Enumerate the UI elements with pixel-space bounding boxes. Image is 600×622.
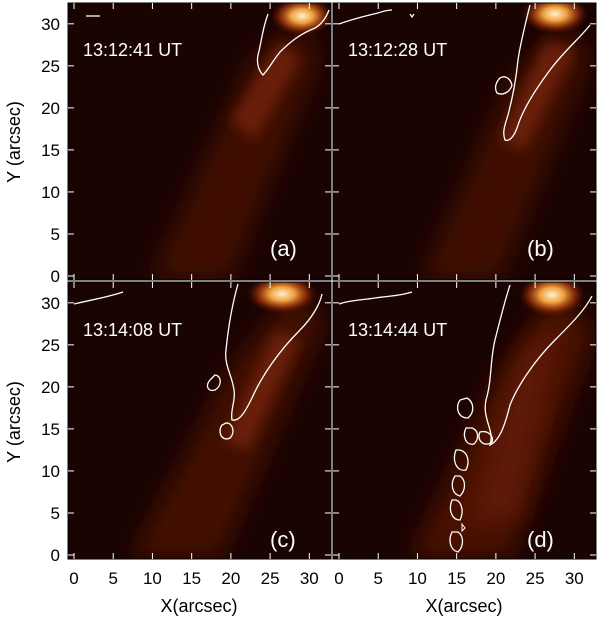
contour-line xyxy=(338,291,413,305)
contour-line xyxy=(256,9,330,76)
panel-tag-d: (d) xyxy=(527,527,554,552)
y-tick-label: 5 xyxy=(51,504,60,523)
x-tick-label: 0 xyxy=(334,569,343,588)
contour-line xyxy=(463,427,479,445)
frame-b xyxy=(332,2,597,281)
jet-core xyxy=(225,330,300,450)
y-tick-label: 20 xyxy=(41,378,60,397)
bright-source xyxy=(246,282,318,314)
x-tick-label: 5 xyxy=(108,569,117,588)
y-axis-title-bottom: Y (arcsec) xyxy=(4,381,24,463)
y-tick-label: 30 xyxy=(41,294,60,313)
panel-frames xyxy=(67,2,597,560)
x-tick-label: 25 xyxy=(261,569,280,588)
x-tick-label: 15 xyxy=(182,569,201,588)
y-tick-label: 30 xyxy=(41,15,60,34)
contour-line xyxy=(484,284,593,447)
bright-source xyxy=(518,282,586,317)
panel-d xyxy=(333,282,596,559)
panel-a xyxy=(68,3,331,280)
tick-labels: 0 5 10 15 20 25 30 0 5 10 15 20 25 30 0 5 10 15 20 25 30 0 5 10… xyxy=(41,15,584,588)
timestamp-label-a: 13:12:41 UT xyxy=(83,40,182,60)
contour-line xyxy=(73,291,124,305)
y-tick-label: 20 xyxy=(41,99,60,118)
x-axis-title-right: X(arcsec) xyxy=(425,596,502,616)
panel-tag-c: (c) xyxy=(270,527,296,552)
contour-line xyxy=(461,522,466,533)
x-tick-label: 30 xyxy=(300,569,319,588)
frame-a xyxy=(67,2,332,281)
frame-c xyxy=(67,281,332,560)
contour-line xyxy=(206,374,221,392)
contour-line xyxy=(451,475,466,497)
panel-c xyxy=(68,282,331,559)
contour-line xyxy=(494,76,513,95)
y-tick-label: 0 xyxy=(51,546,60,565)
contour-line xyxy=(478,430,494,445)
x-tick-label: 25 xyxy=(526,569,545,588)
contour-line xyxy=(453,449,469,471)
contour-line xyxy=(503,4,591,141)
y-tick-label: 5 xyxy=(51,225,60,244)
contour-line xyxy=(219,422,234,440)
y-tick-label: 15 xyxy=(41,420,60,439)
panel-tag-a: (a) xyxy=(270,236,297,261)
timestamp-label-c: 13:14:08 UT xyxy=(83,320,182,340)
x-tick-label: 10 xyxy=(143,569,162,588)
bright-source xyxy=(521,3,589,34)
contour-line xyxy=(457,397,474,419)
jet-core xyxy=(230,40,300,140)
y-tick-label: 15 xyxy=(41,141,60,160)
contour-line xyxy=(225,283,323,421)
y-tick-label: 25 xyxy=(41,336,60,355)
x-tick-label: 15 xyxy=(447,569,466,588)
x-axis-title-left: X(arcsec) xyxy=(160,596,237,616)
x-tick-label: 20 xyxy=(486,569,505,588)
tick-marks xyxy=(68,3,596,559)
x-tick-label: 0 xyxy=(69,569,78,588)
panel-b xyxy=(333,3,596,280)
timestamp-label-b: 13:12:28 UT xyxy=(348,40,447,60)
x-tick-label: 10 xyxy=(408,569,427,588)
x-tick-label: 30 xyxy=(565,569,584,588)
y-tick-label: 10 xyxy=(41,183,60,202)
x-tick-label: 20 xyxy=(221,569,240,588)
contour-line xyxy=(449,499,463,521)
contour-line xyxy=(449,531,464,553)
panel-tag-b: (b) xyxy=(527,236,554,261)
frame-d xyxy=(332,281,597,560)
contour-line xyxy=(409,13,415,19)
y-axis-title-top: Y (arcsec) xyxy=(4,101,24,183)
y-tick-label: 0 xyxy=(51,267,60,286)
timestamp-label-d: 13:14:44 UT xyxy=(348,320,447,340)
jet-lower xyxy=(470,320,560,520)
x-tick-label: 5 xyxy=(373,569,382,588)
contour-line xyxy=(338,9,393,25)
y-tick-label: 25 xyxy=(41,57,60,76)
y-tick-label: 10 xyxy=(41,462,60,481)
